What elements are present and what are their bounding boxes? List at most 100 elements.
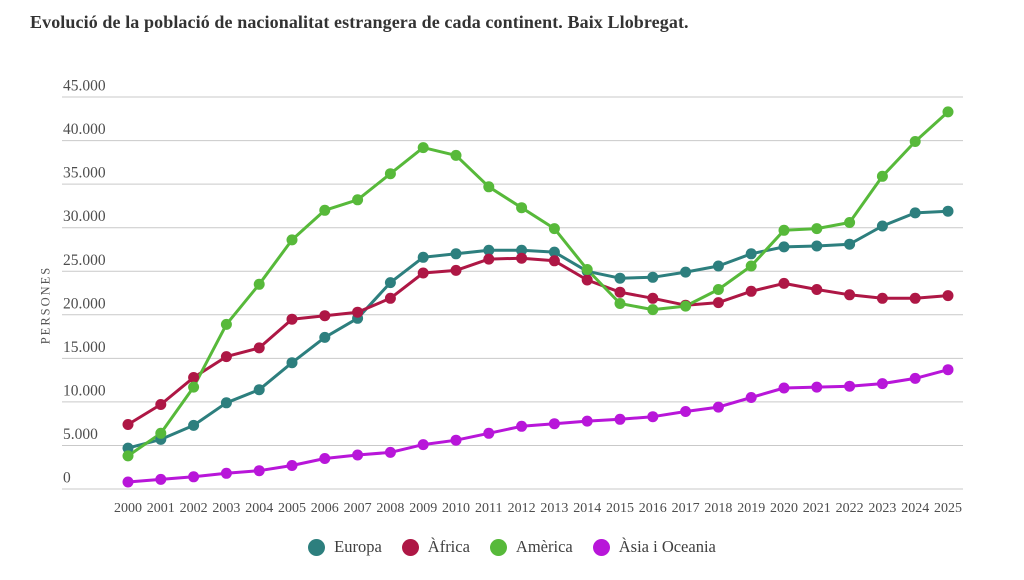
data-point-europa-2009 (417, 251, 429, 263)
data-point-europa-2005 (286, 357, 298, 369)
data-point-america-2013 (548, 223, 560, 235)
data-point-africa-2013 (548, 255, 560, 267)
y-tick-label-5000: 5.000 (63, 426, 98, 443)
data-point-asia-i-oceania-2009 (417, 439, 429, 451)
x-tick-label-2013: 2013 (540, 501, 568, 516)
data-point-asia-i-oceania-2023 (876, 378, 888, 390)
data-point-asia-i-oceania-2007 (352, 449, 364, 461)
data-point-europa-2004 (253, 384, 265, 396)
data-point-asia-i-oceania-2006 (319, 453, 331, 464)
data-point-asia-i-oceania-2004 (253, 465, 265, 477)
data-point-europa-2006 (319, 331, 331, 343)
x-tick-label-2017: 2017 (672, 501, 700, 516)
data-point-america-2007 (352, 194, 364, 206)
data-point-asia-i-oceania-2003 (220, 467, 232, 479)
data-point-asia-i-oceania-2018 (712, 401, 724, 413)
legend-item-africa: Àfrica (401, 537, 470, 557)
x-tick-label-2018: 2018 (704, 501, 732, 516)
data-point-africa-2003 (220, 351, 232, 363)
chart-title: Evolució de la població de nacionalitat … (30, 12, 689, 32)
series-line-asia-i-oceania (126, 368, 950, 484)
data-point-america-2014 (581, 264, 593, 275)
data-point-europa-2018 (712, 260, 724, 272)
data-point-africa-2008 (384, 292, 396, 304)
data-point-asia-i-oceania-2010 (450, 434, 462, 446)
x-tick-label-2003: 2003 (212, 501, 240, 516)
data-point-africa-2004 (253, 342, 265, 354)
data-point-africa-2021 (811, 284, 823, 295)
x-tick-label-2010: 2010 (442, 501, 470, 516)
data-point-europa-2011 (483, 244, 495, 256)
y-tick-label-25000: 25.000 (63, 252, 106, 269)
x-tick-label-2001: 2001 (147, 501, 175, 516)
data-point-america-2016 (647, 304, 659, 316)
data-point-africa-2011 (483, 253, 495, 265)
data-point-africa-2022 (844, 289, 856, 301)
data-point-europa-2022 (844, 238, 856, 250)
data-point-africa-2010 (450, 264, 462, 276)
x-tick-label-2004: 2004 (245, 501, 273, 516)
x-tick-label-2025: 2025 (934, 501, 962, 516)
data-point-america-2003 (220, 318, 232, 330)
data-point-asia-i-oceania-2000 (122, 476, 134, 488)
legend-label-africa: Àfrica (427, 537, 470, 556)
data-point-europa-2013 (548, 246, 560, 258)
data-point-asia-i-oceania-2019 (745, 392, 757, 403)
x-tick-label-2006: 2006 (311, 501, 339, 516)
legend-dot-africa (401, 538, 419, 556)
data-point-america-2000 (122, 450, 134, 462)
data-point-africa-2009 (417, 267, 429, 279)
data-point-america-2024 (909, 136, 921, 147)
data-point-europa-2023 (876, 220, 888, 232)
data-point-africa-2019 (745, 285, 757, 297)
series-line-africa (126, 256, 950, 426)
x-tick-label-2016: 2016 (639, 501, 667, 516)
data-point-europa-2025 (942, 205, 954, 217)
data-point-america-2008 (384, 168, 396, 180)
data-point-america-2012 (516, 202, 528, 214)
data-point-africa-2024 (909, 292, 921, 304)
data-point-america-2020 (778, 224, 790, 236)
data-point-america-2021 (811, 223, 823, 235)
data-point-africa-2016 (647, 292, 659, 304)
x-tick-label-2005: 2005 (278, 501, 306, 516)
data-point-asia-i-oceania-2025 (942, 364, 954, 376)
x-tick-label-2020: 2020 (770, 501, 798, 516)
y-tick-label-15000: 15.000 (63, 339, 106, 356)
y-tick-label-45000: 45.000 (63, 78, 106, 95)
x-tick-label-2021: 2021 (803, 501, 831, 516)
x-tick-label-2011: 2011 (475, 501, 502, 516)
data-point-america-2025 (942, 106, 954, 118)
x-tick-label-2024: 2024 (901, 501, 929, 516)
legend-item-europa: Europa (308, 537, 382, 557)
data-point-africa-2001 (155, 399, 167, 410)
legend-label-america: Amèrica (515, 537, 573, 556)
data-point-asia-i-oceania-2011 (483, 427, 495, 439)
legend-dot-asia-oceania (592, 538, 610, 556)
data-point-asia-i-oceania-2014 (581, 415, 593, 427)
x-tick-label-2012: 2012 (508, 501, 536, 516)
y-tick-label-20000: 20.000 (63, 295, 106, 312)
series-line-america (126, 110, 950, 458)
data-point-africa-2012 (516, 252, 528, 264)
data-point-asia-i-oceania-2016 (647, 411, 659, 423)
data-point-europa-2015 (614, 272, 626, 284)
data-point-america-2006 (319, 204, 331, 216)
data-point-america-2009 (417, 142, 429, 154)
x-tick-label-2023: 2023 (868, 501, 896, 516)
chart-legend: Europa Àfrica Amèrica Àsia i Oceania (0, 537, 1024, 557)
data-point-africa-2002 (188, 372, 200, 383)
data-point-africa-2014 (581, 274, 593, 286)
x-tick-label-2014: 2014 (573, 501, 601, 516)
data-point-europa-2010 (450, 248, 462, 260)
data-point-asia-i-oceania-2021 (811, 381, 823, 393)
line-chart-canvas: 0 5.000 10.000 15.000 20.000 25.000 30.000 35.0… (62, 78, 963, 516)
legend-dot-america (489, 538, 507, 556)
data-point-america-2023 (876, 170, 888, 182)
x-tick-label-2007: 2007 (344, 501, 372, 516)
data-point-asia-i-oceania-2024 (909, 372, 921, 384)
data-point-asia-i-oceania-2001 (155, 473, 167, 485)
data-point-america-2002 (188, 381, 200, 393)
legend-item-america: Amèrica (489, 537, 573, 557)
